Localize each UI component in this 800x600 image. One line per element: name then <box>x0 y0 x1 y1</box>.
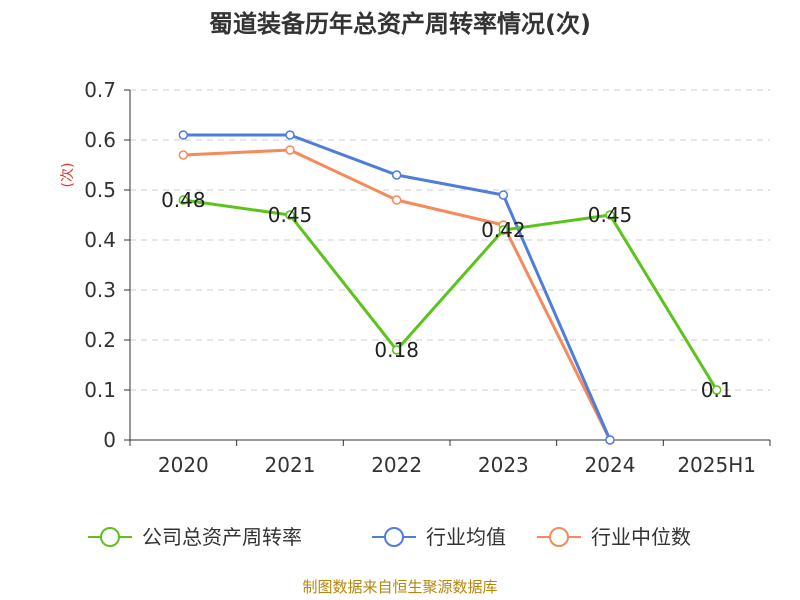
x-tick-label: 2025H1 <box>677 453 756 477</box>
series-point <box>391 195 402 205</box>
x-tick-label: 2020 <box>158 453 209 477</box>
series-point <box>178 150 189 160</box>
series-layer <box>178 130 722 445</box>
data-label: 0.45 <box>588 203 633 227</box>
series-point <box>285 145 295 155</box>
legend-layer: 公司总资产周转率 行业均值 行业中位数 <box>88 525 691 549</box>
series-point <box>178 195 189 205</box>
label-layer: 0.48 0.45 0.18 0.42 0.45 0.1 <box>161 188 733 402</box>
series-point <box>498 190 509 200</box>
series-point <box>178 130 189 140</box>
y-tick-label: 0 <box>103 428 116 452</box>
series-line-1 <box>183 133 612 441</box>
axis-layer: 0 0.1 0.2 0.3 0.4 0.5 0.6 0.7 2020 2021 2022 2023 20… <box>84 78 771 477</box>
data-label: 0.18 <box>374 338 419 362</box>
y-tick-label: 0.7 <box>84 78 116 102</box>
y-tick-label: 0.6 <box>84 128 116 152</box>
y-tick-label: 0.2 <box>84 328 116 352</box>
series-point <box>391 345 402 355</box>
x-tick-label: 2023 <box>478 453 529 477</box>
legend-item-1[interactable]: 行业均值 <box>372 525 506 549</box>
legend-marker <box>384 527 404 547</box>
data-label: 0.45 <box>268 203 313 227</box>
legend-label: 行业中位数 <box>591 525 691 549</box>
y-axis-label: (次) <box>60 163 76 188</box>
legend-item-2[interactable]: 行业中位数 <box>537 525 691 549</box>
series-point <box>285 210 295 220</box>
x-tick-label: 2024 <box>585 453 636 477</box>
series-point <box>605 210 615 220</box>
legend-marker <box>549 527 569 547</box>
y-tick-label: 0.5 <box>84 178 116 202</box>
x-tick-label: 2022 <box>371 453 422 477</box>
legend-label: 公司总资产周转率 <box>142 525 302 549</box>
series-line-0 <box>183 198 718 391</box>
legend-label: 行业均值 <box>426 525 506 549</box>
x-tick-label: 2021 <box>265 453 316 477</box>
series-point <box>605 435 615 445</box>
y-tick-label: 0.4 <box>84 228 116 252</box>
data-label: 0.48 <box>161 188 206 212</box>
source-note: 制图数据来自恒生聚源数据库 <box>302 578 497 596</box>
grid-layer <box>130 89 770 391</box>
series-point <box>391 170 402 180</box>
series-point <box>711 385 722 395</box>
y-tick-label: 0.3 <box>84 278 116 302</box>
legend-item-0[interactable]: 公司总资产周转率 <box>88 525 302 549</box>
data-label: 0.42 <box>481 218 526 242</box>
series-point <box>285 130 295 140</box>
series-point <box>498 225 509 235</box>
chart-title: 蜀道装备历年总资产周转率情况(次) <box>209 10 591 38</box>
legend-marker <box>100 527 120 547</box>
y-tick-label: 0.1 <box>84 378 116 402</box>
data-label: 0.1 <box>701 378 733 402</box>
